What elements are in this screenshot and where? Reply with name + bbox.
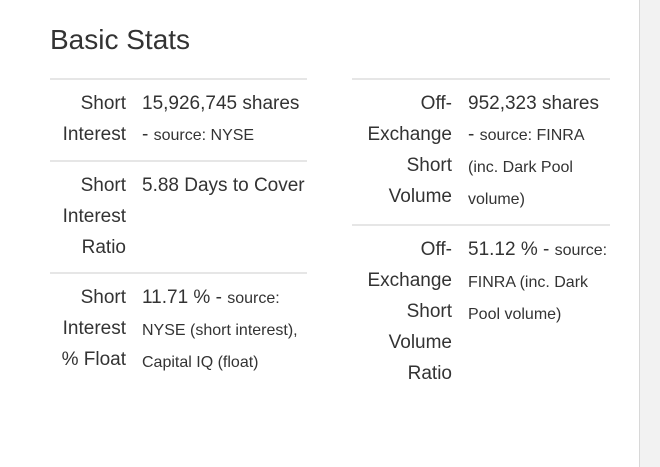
stat-row: Short Interest 15,926,745 shares - source… [50, 79, 307, 161]
stat-value: 11.71 % - [142, 287, 222, 308]
stat-label: Off-Exchange Short Volume [367, 93, 452, 207]
stat-value: 952,323 shares - [468, 93, 599, 145]
stat-source: source: NYSE (short interest), Capital I… [142, 290, 298, 371]
stat-value: 15,926,745 shares - [142, 93, 300, 145]
stat-label: Short Interest % Float [61, 287, 126, 370]
stat-row: Short Interest % Float 11.71 % - source: … [50, 273, 307, 387]
stat-source: source: FINRA (inc. Dark Pool volume) [468, 127, 584, 208]
stat-source: source: FINRA (inc. Dark Pool volume) [468, 242, 608, 323]
stat-source: source: NYSE [153, 127, 255, 144]
stat-label: Short Interest [62, 93, 126, 145]
stats-table: Off-Exchange Short Volume 952,323 shares … [352, 78, 610, 398]
stat-row: Off-Exchange Short Volume Ratio 51.12 % -… [352, 225, 610, 398]
stat-value: 51.12 % - [468, 239, 550, 260]
stat-row: Off-Exchange Short Volume 952,323 shares … [352, 79, 610, 225]
stat-value-cell: 11.71 % - source: NYSE (short interest),… [130, 273, 307, 387]
stat-label: Off-Exchange Short Volume Ratio [367, 239, 452, 384]
stat-value-cell: 51.12 % - source: FINRA (inc. Dark Pool … [456, 225, 610, 398]
stat-value-cell: 15,926,745 shares - source: NYSE [130, 79, 307, 161]
stat-row: Short Interest Ratio 5.88 Days to Cover [50, 161, 307, 273]
card: Basic Stats Short Interest 15,926,745 sha… [0, 0, 640, 467]
stat-value-cell: 952,323 shares - source: FINRA (inc. Dar… [456, 79, 610, 225]
section-title: Basic Stats [50, 24, 191, 55]
stat-value-cell: 5.88 Days to Cover [130, 161, 307, 273]
stats-table: Short Interest 15,926,745 shares - source… [50, 78, 307, 387]
stat-label: Short Interest Ratio [62, 175, 126, 258]
stat-value: 5.88 Days to Cover [142, 175, 305, 196]
